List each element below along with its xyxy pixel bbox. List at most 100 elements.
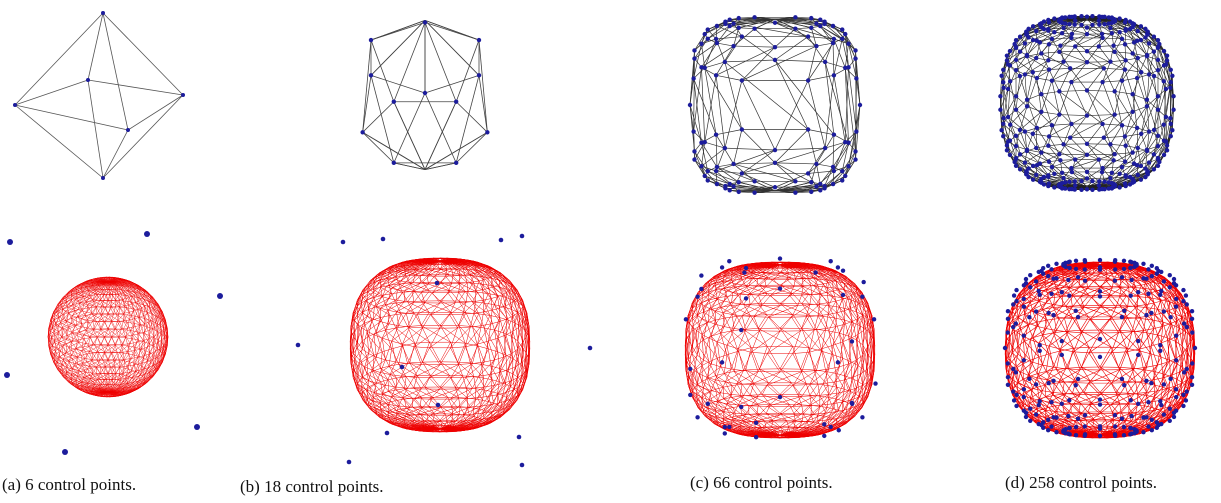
control-point [1123, 27, 1127, 31]
edge [119, 353, 123, 360]
edge [56, 365, 61, 367]
control-point [703, 66, 707, 70]
edge [1059, 68, 1070, 91]
control-point [1165, 58, 1169, 62]
edge [124, 354, 129, 361]
edge [1087, 154, 1115, 155]
edge [371, 20, 425, 75]
edge [73, 334, 77, 341]
edge [137, 298, 139, 303]
edge [1048, 44, 1049, 60]
control-point [1085, 170, 1089, 174]
control-point [1070, 32, 1074, 36]
edge [87, 354, 92, 361]
control-point [773, 148, 777, 152]
edge [1059, 115, 1087, 116]
control-point [1085, 49, 1089, 53]
control-point [1120, 165, 1124, 169]
control-point [1156, 45, 1160, 49]
control-point [1165, 143, 1169, 147]
control-point [1026, 27, 1030, 31]
edge [1064, 144, 1099, 159]
control-point [1067, 180, 1071, 184]
control-point [1117, 185, 1121, 189]
control-point [818, 182, 822, 186]
edge [123, 298, 126, 299]
edge [717, 28, 739, 43]
control-point [1060, 171, 1064, 175]
control-point [691, 129, 695, 133]
control-point [737, 16, 741, 20]
control-point [806, 171, 810, 175]
control-point [1123, 144, 1127, 148]
edge [79, 335, 83, 342]
edge [72, 316, 76, 318]
control-point [1139, 24, 1143, 28]
edge [92, 307, 96, 314]
control-point [843, 32, 847, 36]
control-point [1025, 104, 1029, 108]
edge [103, 13, 183, 95]
edge [1110, 125, 1122, 144]
control-point [1170, 128, 1174, 132]
control-point [1136, 146, 1140, 150]
edge [816, 164, 833, 167]
control-point [1102, 187, 1106, 191]
control-point [369, 73, 373, 77]
control-point [688, 103, 692, 107]
control-point [1035, 76, 1039, 80]
edge [134, 355, 135, 363]
control-point [853, 48, 857, 52]
control-point [1061, 142, 1065, 146]
edge [825, 62, 834, 135]
control-point [1006, 62, 1010, 66]
control-point [1050, 78, 1054, 82]
edge [425, 20, 479, 75]
control-point [1136, 56, 1140, 60]
control-point [831, 24, 835, 28]
edge [115, 337, 119, 345]
control-point [1069, 80, 1073, 84]
edge [1103, 62, 1111, 82]
edge [394, 163, 425, 170]
control-point [773, 161, 777, 165]
control-point [1123, 20, 1127, 24]
control-point [454, 161, 458, 165]
control-point [728, 24, 732, 28]
control-point [1090, 179, 1094, 183]
control-point [1014, 108, 1018, 112]
edge [97, 360, 101, 367]
control-point [1147, 129, 1151, 133]
edge [66, 330, 71, 332]
edge [97, 307, 101, 314]
control-point [846, 164, 850, 168]
control-point [1102, 22, 1106, 26]
control-point [740, 34, 744, 38]
control-point [1097, 44, 1101, 48]
edge [775, 80, 808, 150]
edge [89, 321, 97, 322]
edge [717, 43, 734, 46]
control-point [1123, 159, 1127, 163]
control-point [1145, 149, 1149, 153]
edge [1125, 70, 1133, 95]
control-point [1025, 149, 1029, 153]
control-point [1169, 68, 1173, 72]
control-point [1097, 183, 1101, 187]
control-point [1090, 188, 1094, 192]
edge [124, 368, 128, 369]
control-point [1107, 21, 1111, 25]
control-point [832, 169, 836, 173]
control-point [1085, 60, 1089, 64]
control-point [1079, 23, 1083, 27]
control-point [1136, 29, 1140, 33]
edge [725, 37, 742, 62]
control-point [773, 185, 777, 189]
edge [145, 344, 150, 350]
edge [73, 325, 75, 333]
edge [1087, 51, 1104, 68]
edge [425, 22, 479, 40]
edge [134, 310, 138, 319]
control-point [731, 162, 735, 166]
edge [104, 321, 108, 329]
